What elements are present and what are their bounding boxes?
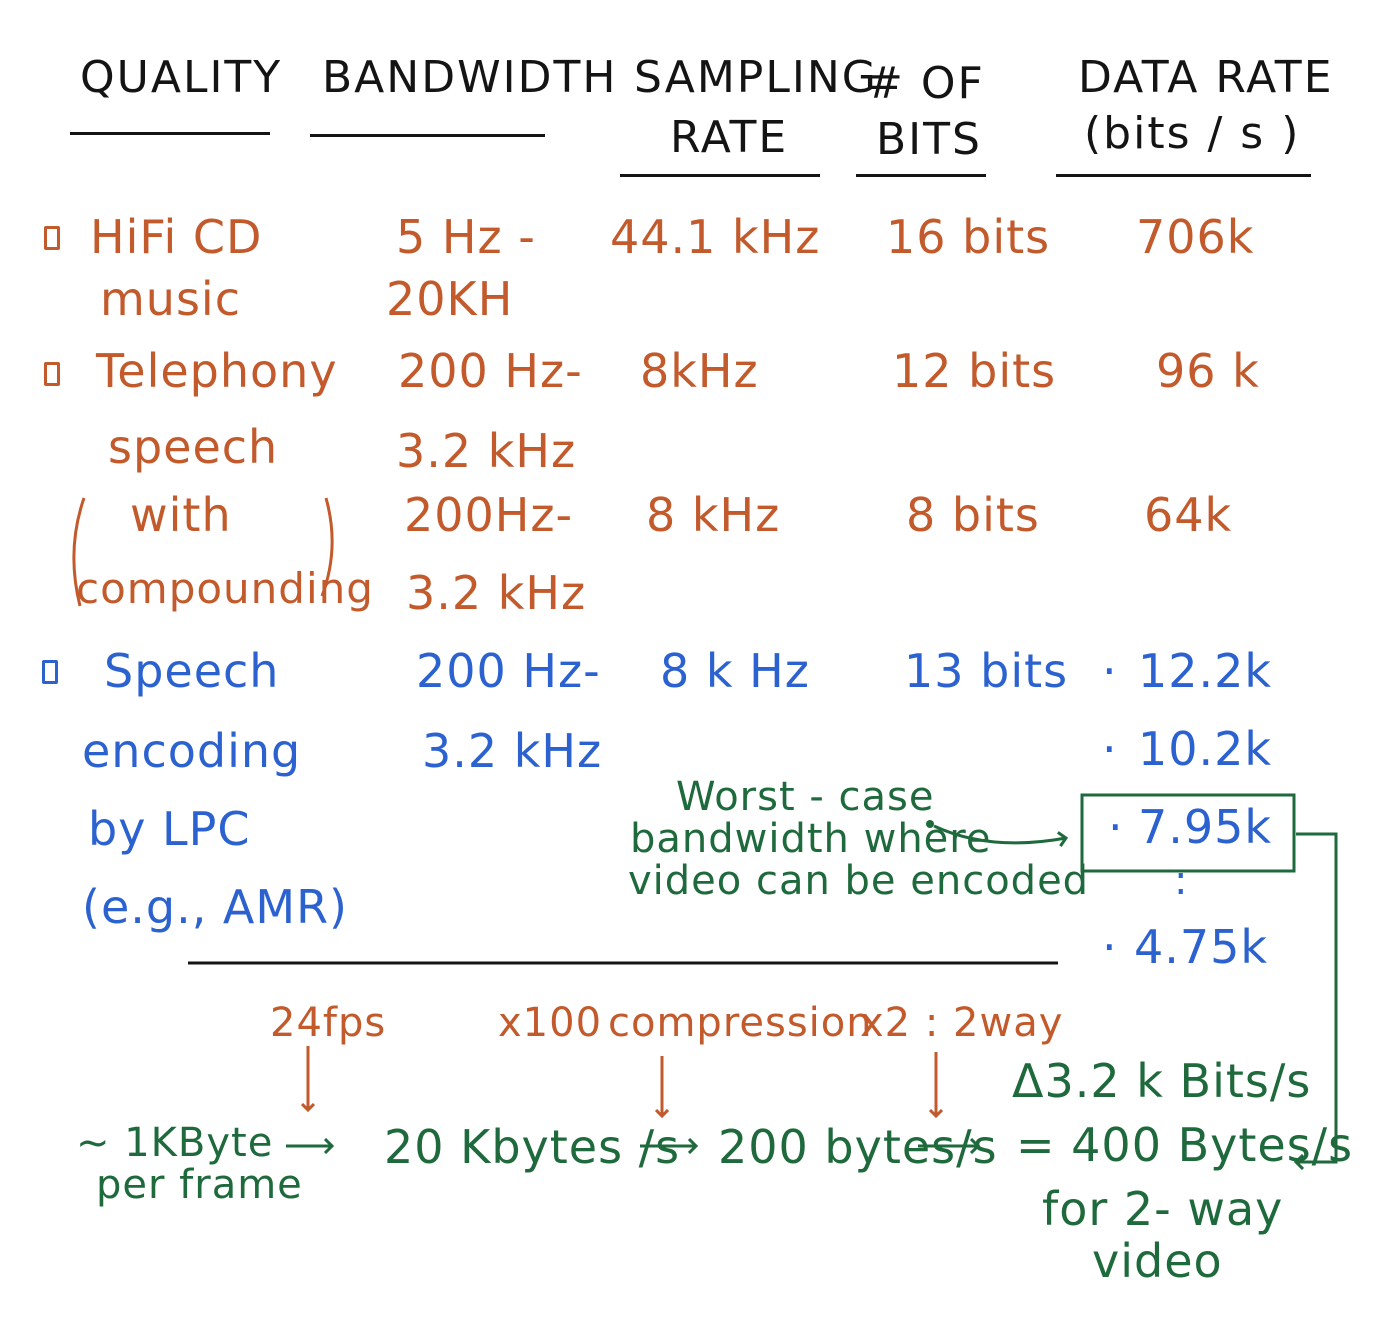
- row-lpc-quality-line3: by LPC: [88, 802, 251, 856]
- flow-step2-label-b: compression: [608, 1000, 873, 1046]
- data-rate-bullet: ·: [1108, 800, 1124, 854]
- row-hifi-data-rate: 706k: [1136, 210, 1255, 264]
- bracket-left: [72, 497, 86, 607]
- flow-step2-label-a: x100: [498, 1000, 603, 1046]
- flow-start-line2: per frame: [96, 1162, 303, 1208]
- highlight-box: [1080, 793, 1296, 873]
- flow-result-line1: Δ3.2 k Bits/s: [1012, 1054, 1312, 1108]
- row-compounding-bandwidth-line2: 3.2 kHz: [406, 566, 587, 620]
- row-telephony-bandwidth-line1: 200 Hz-: [398, 344, 583, 398]
- header-bandwidth: BANDWIDTH: [322, 52, 618, 103]
- row-telephony-sampling-rate: 8kHz: [640, 344, 759, 398]
- row-lpc-data-rate-1: 12.2k: [1138, 644, 1273, 698]
- header-data-rate-line2: (bits / s ): [1084, 108, 1301, 159]
- row-hifi-sampling-rate: 44.1 kHz: [610, 210, 821, 264]
- row-lpc-bandwidth-line1: 200 Hz-: [416, 644, 601, 698]
- row-hifi-bandwidth-line2: 20KH: [386, 272, 514, 326]
- row-bullet-hifi: [44, 226, 60, 250]
- row-lpc-quality-line1: Speech: [104, 644, 280, 698]
- row-lpc-quality-line4: (e.g., AMR): [82, 880, 348, 934]
- header-underline-sampling: [620, 174, 820, 177]
- flow-start-line1: ~ 1KByte: [76, 1120, 274, 1166]
- box-to-result-connector: [1296, 832, 1338, 1162]
- row-telephony-bits: 12 bits: [892, 344, 1057, 398]
- flow-result-line3: for 2- way: [1042, 1182, 1284, 1236]
- row-lpc-quality-line2: encoding: [82, 724, 302, 778]
- header-underline-bandwidth: [310, 134, 545, 137]
- row-lpc-sampling-rate: 8 k Hz: [660, 644, 810, 698]
- header-quality: QUALITY: [80, 52, 283, 103]
- row-bullet-speech-encoding: [42, 660, 58, 684]
- header-num-bits-line2: BITS: [876, 114, 982, 165]
- row-telephony-data-rate: 96 k: [1156, 344, 1260, 398]
- row-compounding-bits: 8 bits: [906, 488, 1040, 542]
- row-compounding-bandwidth-line1: 200Hz-: [404, 488, 574, 542]
- header-sampling-rate-line1: SAMPLING: [634, 52, 878, 103]
- annotation-dot: [926, 820, 934, 828]
- data-rate-bullet: ·: [1102, 644, 1118, 698]
- row-lpc-data-rate-4: 4.75k: [1134, 920, 1269, 974]
- row-compounding-sampling-rate: 8 kHz: [646, 488, 781, 542]
- annotation-arrow: [933, 824, 1066, 843]
- row-hifi-bandwidth-line1: 5 Hz -: [396, 210, 536, 264]
- row-lpc-bits: 13 bits: [904, 644, 1069, 698]
- header-num-bits-line1: # OF: [866, 58, 985, 109]
- flow-step1-result: 20 Kbytes /s: [384, 1120, 681, 1174]
- row-telephony-quality-line1: Telephony: [96, 344, 338, 398]
- header-data-rate-line1: DATA RATE: [1078, 52, 1334, 103]
- annotation-line1: Worst - case: [676, 774, 935, 820]
- row-hifi-quality-line2: music: [100, 272, 242, 326]
- row-telephony-quality-line2: speech: [108, 420, 279, 474]
- header-underline-data-rate: [1056, 174, 1311, 177]
- flow-step3-label: x2 : 2way: [860, 1000, 1064, 1046]
- row-compounding-data-rate: 64k: [1144, 488, 1233, 542]
- data-rate-bullet: ·: [1102, 920, 1118, 974]
- row-hifi-quality-line1: HiFi CD: [90, 210, 263, 264]
- data-rate-bullet: ·: [1102, 722, 1118, 776]
- row-bullet-telephony: [44, 362, 60, 386]
- header-underline-bits: [856, 174, 986, 177]
- bracket-right: [320, 497, 334, 597]
- row-lpc-bandwidth-line2: 3.2 kHz: [422, 724, 603, 778]
- annotation-line3: video can be encoded: [628, 858, 1090, 904]
- row-compounding-quality-line1: with: [130, 488, 232, 542]
- row-lpc-data-rate-3: 7.95k: [1138, 800, 1273, 854]
- row-telephony-bandwidth-line2: 3.2 kHz: [396, 424, 577, 478]
- row-lpc-data-rate-2: 10.2k: [1138, 722, 1273, 776]
- row-hifi-bits: 16 bits: [886, 210, 1051, 264]
- header-underline-quality: [70, 132, 270, 135]
- flow-result-line4: video: [1092, 1234, 1223, 1288]
- flow-step1-label: 24fps: [270, 1000, 387, 1046]
- header-sampling-rate-line2: RATE: [670, 112, 789, 163]
